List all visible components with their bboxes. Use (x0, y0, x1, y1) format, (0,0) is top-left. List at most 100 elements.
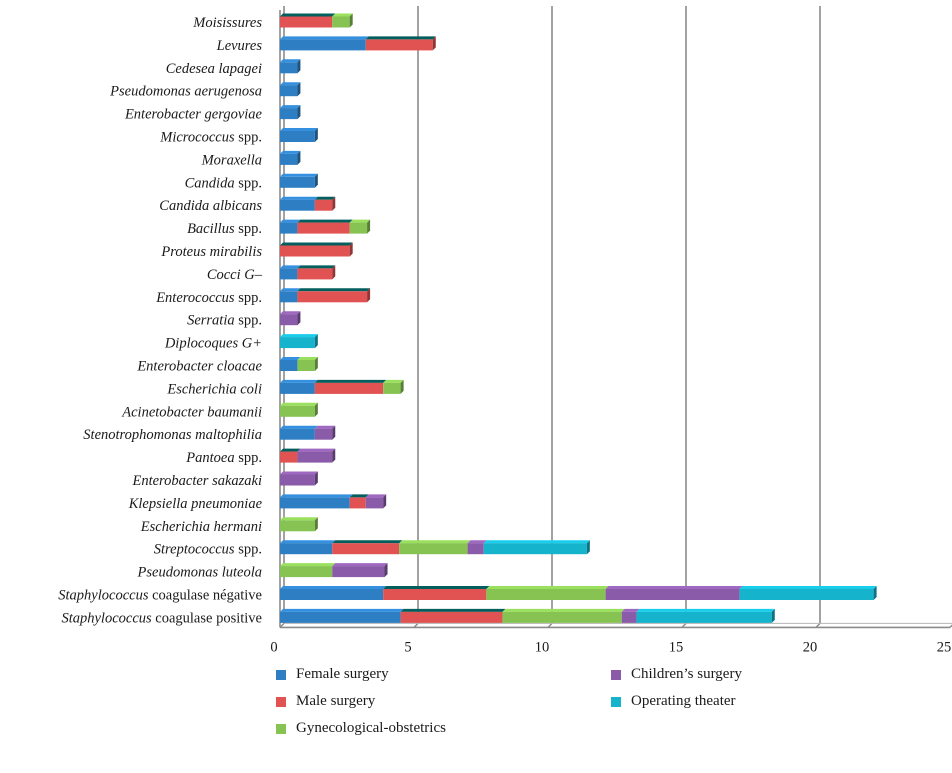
bar-segment-top (332, 540, 403, 544)
bar-segment (332, 16, 350, 28)
bar-segment-top (486, 586, 609, 589)
bar-segment (297, 268, 333, 280)
chart-floor (279, 10, 952, 629)
bar-end-cap (349, 13, 353, 28)
x-tick-label: 10 (535, 639, 550, 655)
bar-segment-top (467, 540, 487, 544)
bar-end-cap (297, 82, 301, 97)
bar-segment-top (605, 586, 743, 589)
bar-segment-top (280, 608, 404, 612)
bar-segment (280, 62, 298, 74)
bar-end-cap (332, 448, 336, 463)
bar-segment (280, 405, 315, 417)
bar-end-cap (297, 311, 301, 326)
bar-segment-top (280, 425, 318, 429)
category-label: Cocci G– (207, 267, 263, 283)
bar-end-cap (297, 150, 301, 165)
bar-segment-top (297, 357, 318, 360)
bar-segment-top (383, 379, 404, 383)
category-label: Enterobacter sakazaki (131, 473, 262, 489)
bar-segment-top (280, 150, 301, 154)
bar-segment-top (280, 13, 336, 17)
bar-segment (280, 268, 298, 280)
category-label: Enterococcus spp. (155, 290, 262, 306)
bar-end-cap (367, 219, 371, 234)
legend-item: Gynecological-obstetrics (276, 720, 446, 737)
legend-item: Female surgery (276, 666, 389, 683)
bar-segment-top (280, 311, 301, 315)
bar-segment-top (636, 608, 775, 612)
category-label: Enterobacter cloacae (136, 359, 262, 375)
bar-segment-top (280, 334, 318, 338)
bar-segment-top (280, 59, 301, 63)
bar-segment-top (280, 105, 301, 109)
bar-end-cap (314, 128, 318, 142)
bar-segment-top (280, 173, 318, 177)
bar-segment (314, 428, 333, 440)
bar-segment-top (280, 379, 318, 383)
legend-swatch (611, 669, 621, 680)
bar-segment (349, 497, 366, 509)
bar-segment-top (297, 448, 336, 452)
bar-segment-top (280, 265, 301, 269)
category-label: Moraxella (201, 152, 262, 168)
bar-segment-top (314, 196, 336, 200)
legend-item: Children’s surgery (611, 666, 742, 683)
category-label: Levures (216, 38, 263, 54)
x-tick-label: 0 (270, 639, 277, 655)
bar-segment (280, 176, 315, 188)
bar-end-cap (349, 242, 353, 257)
bars (280, 13, 877, 623)
bar-segment (297, 222, 350, 234)
bar-segment (280, 474, 315, 486)
legend-swatch (611, 696, 621, 707)
legend-swatch (276, 669, 286, 680)
category-label: Candida spp. (185, 175, 262, 191)
bar-segment (636, 611, 772, 623)
bar-segment (280, 39, 366, 51)
category-label: Stenotrophomonas maltophilia (83, 427, 262, 443)
bar-segment (280, 222, 298, 234)
x-tick-label: 15 (669, 639, 684, 655)
bar-segment (280, 382, 315, 394)
bar-segment (280, 16, 333, 28)
category-label: Moisissures (192, 15, 262, 31)
bar-segment (280, 451, 298, 463)
bar-segment (280, 566, 333, 578)
legend-swatch (276, 723, 286, 734)
bar-segment (280, 611, 401, 623)
x-tick-label: 25 (937, 639, 952, 655)
bar-segment (621, 611, 637, 623)
category-label: Enterobacter gergoviae (124, 107, 263, 123)
bar-segment (297, 451, 333, 463)
bar-segment-top (280, 517, 318, 521)
legend-swatch (276, 696, 286, 707)
category-labels: Moisissures Levures Cedesea lapagei Pseudom… (58, 15, 262, 626)
bar-end-cap (383, 494, 387, 509)
bar-segment-top (297, 219, 353, 223)
bar-end-cap (400, 379, 404, 394)
bar-segment (383, 382, 401, 394)
bar-segment-top (280, 242, 353, 246)
bar-segment-top (314, 379, 387, 383)
bar-segment (297, 291, 368, 303)
bar-end-cap (332, 425, 336, 440)
legend-label: Gynecological-obstetrics (296, 720, 446, 736)
bar-end-cap (432, 36, 436, 51)
bar-segment (486, 589, 606, 600)
bar-end-cap (314, 517, 318, 532)
bar-segment (400, 611, 503, 623)
bar-segment-top (280, 357, 301, 360)
bar-segment (365, 497, 384, 509)
bar-end-cap (314, 334, 318, 349)
category-label: Acinetobacter baumanii (121, 404, 262, 420)
bar-segment (467, 543, 484, 555)
bar-segment-top (502, 608, 625, 612)
x-tick-label: 20 (803, 639, 818, 655)
x-tick-labels: 0 5 10 15 20 25 (270, 639, 951, 655)
bar-segment-top (280, 540, 336, 544)
bar-segment-top (621, 608, 640, 612)
bar-segment-top (280, 402, 318, 406)
gridline-foot (949, 624, 952, 628)
bar-end-cap (314, 471, 318, 486)
